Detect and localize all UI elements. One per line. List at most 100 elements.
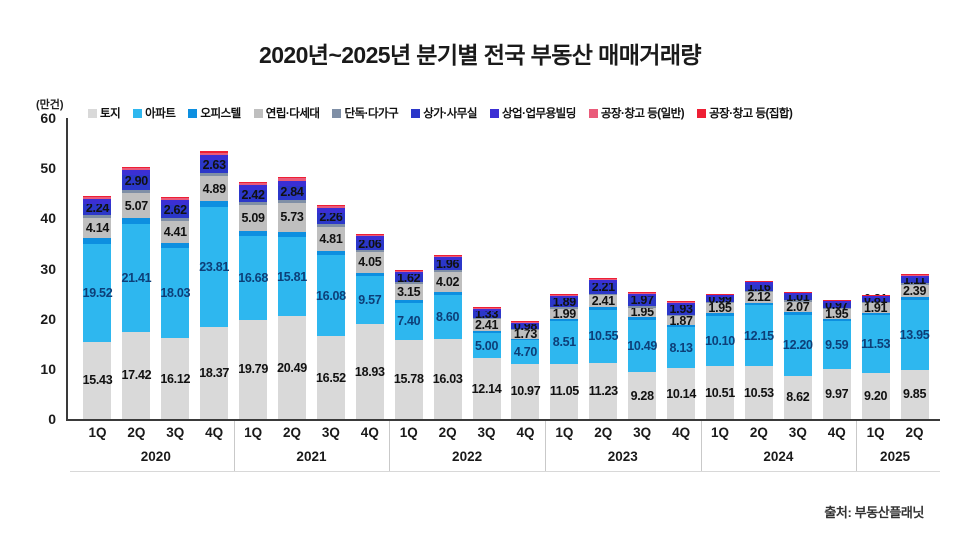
bar-segment[interactable]	[550, 318, 579, 321]
bar-segment[interactable]: 1.89	[550, 295, 579, 309]
bar-segment[interactable]	[394, 299, 423, 303]
bar-segment[interactable]	[83, 196, 112, 199]
bar-segment[interactable]: 10.51	[705, 366, 735, 419]
bar-segment[interactable]: 18.03	[160, 247, 190, 339]
bar-segment[interactable]	[472, 307, 501, 309]
bar-segment[interactable]	[744, 281, 773, 283]
bar-stack[interactable]: 18.93 9.57 4.05 2.06	[355, 233, 385, 419]
bar-segment[interactable]: 9.59	[822, 320, 851, 369]
bar-segment[interactable]	[122, 169, 151, 176]
legend-item[interactable]: 공장·창고 등(일반)	[588, 105, 685, 121]
bar-segment[interactable]: 2.06	[355, 237, 384, 251]
legend-item[interactable]: 상가·사무실	[411, 105, 477, 121]
bar-segment[interactable]	[200, 152, 229, 155]
bar-segment[interactable]	[822, 299, 851, 301]
bar-stack[interactable]: 9.97 9.59 1.95 0.97	[822, 298, 851, 419]
bar-segment[interactable]: 17.42	[121, 331, 152, 419]
bar-segment[interactable]	[161, 197, 190, 200]
bar-segment[interactable]: 15.81	[277, 236, 307, 317]
bar-segment[interactable]	[239, 202, 268, 206]
bar-segment[interactable]: 2.12	[744, 290, 773, 304]
bar-segment[interactable]	[900, 283, 929, 285]
bar-segment[interactable]	[744, 290, 773, 292]
bar-segment[interactable]: 2.24	[83, 201, 112, 215]
bar-segment[interactable]	[744, 302, 773, 306]
bar-segment[interactable]: 9.57	[355, 276, 384, 325]
bar-segment[interactable]: 10.49	[627, 319, 657, 373]
bar-segment[interactable]: 9.97	[822, 368, 851, 419]
bar-segment[interactable]	[744, 282, 773, 285]
bar-segment[interactable]	[706, 313, 734, 316]
bar-stack[interactable]: 9.28 10.49 1.95 1.97	[627, 292, 657, 419]
bar-segment[interactable]: 8.60	[433, 295, 462, 339]
bar-segment[interactable]	[200, 173, 229, 177]
bar-segment[interactable]	[667, 325, 696, 328]
bar-segment[interactable]	[550, 307, 579, 309]
bar-segment[interactable]	[83, 238, 112, 244]
bar-segment[interactable]	[355, 249, 384, 253]
bar-stack[interactable]: 15.43 19.52 4.14 2.24	[83, 196, 113, 419]
bar-segment[interactable]	[511, 322, 540, 324]
bar-segment[interactable]: 5.00	[472, 333, 501, 359]
bar-segment[interactable]	[122, 218, 151, 225]
bar-segment[interactable]: 1.87	[667, 314, 696, 328]
bar-stack[interactable]: 10.51 10.10 1.95 0.99	[705, 292, 735, 419]
bar-segment[interactable]	[472, 331, 501, 334]
bar-segment[interactable]: 11.05	[550, 363, 579, 419]
bar-segment[interactable]: 10.14	[666, 368, 696, 419]
bar-segment[interactable]	[122, 166, 151, 168]
bar-segment[interactable]	[667, 302, 696, 306]
bar-segment[interactable]	[122, 167, 151, 170]
bar-segment[interactable]: 4.14	[83, 217, 112, 239]
bar-stack[interactable]: 9.20 11.53 1.91 0.81	[861, 292, 890, 419]
bar-segment[interactable]: 15.78	[394, 339, 424, 419]
bar-segment[interactable]	[278, 200, 306, 204]
bar-segment[interactable]	[239, 181, 268, 183]
bar-segment[interactable]: 1.93	[667, 302, 696, 316]
bar-segment[interactable]: 16.52	[316, 336, 346, 419]
bar-segment[interactable]	[783, 300, 812, 302]
bar-segment[interactable]	[589, 279, 618, 283]
bar-segment[interactable]: 2.63	[200, 158, 229, 174]
bar-segment[interactable]	[511, 328, 540, 330]
bar-segment[interactable]: 1.96	[433, 257, 462, 271]
bar-segment[interactable]	[822, 300, 851, 303]
bar-segment[interactable]: 9.85	[900, 369, 929, 419]
legend-item[interactable]: 연립·다세대	[253, 105, 320, 121]
bar-segment[interactable]	[783, 293, 812, 296]
legend-item[interactable]: 오피스텔	[188, 105, 241, 121]
bar-segment[interactable]	[511, 338, 540, 341]
bar-segment[interactable]: 10.97	[511, 363, 541, 419]
bar-segment[interactable]: 8.13	[667, 327, 696, 369]
bar-segment[interactable]	[822, 318, 851, 321]
bar-segment[interactable]	[667, 314, 696, 316]
bar-stack[interactable]: 10.97 4.70 1.73 0.98	[511, 319, 541, 419]
bar-stack[interactable]: 11.05 8.51 1.99 1.89	[550, 293, 579, 419]
bar-segment[interactable]: 21.41	[121, 224, 152, 332]
bar-segment[interactable]	[278, 178, 306, 181]
bar-segment[interactable]	[861, 294, 890, 296]
bar-segment[interactable]: 12.14	[472, 358, 502, 419]
bar-segment[interactable]	[200, 200, 229, 208]
bar-stack[interactable]: 16.52 16.08 4.81 2.26	[316, 205, 346, 419]
bar-segment[interactable]	[316, 250, 345, 256]
bar-segment[interactable]	[433, 255, 462, 258]
bar-segment[interactable]	[83, 198, 112, 204]
bar-segment[interactable]	[589, 293, 618, 296]
bar-segment[interactable]	[667, 301, 696, 303]
bar-segment[interactable]: 1.95	[706, 301, 734, 315]
bar-segment[interactable]: 2.42	[239, 188, 268, 203]
bar-segment[interactable]	[83, 196, 112, 197]
bar-segment[interactable]: 1.91	[861, 301, 890, 315]
bar-segment[interactable]: 4.41	[161, 220, 190, 243]
bar-segment[interactable]: 1.95	[822, 307, 851, 321]
bar-segment[interactable]: 2.21	[589, 280, 618, 294]
bar-segment[interactable]	[706, 302, 734, 304]
bar-segment[interactable]	[900, 296, 929, 300]
bar-segment[interactable]: 10.53	[744, 366, 774, 419]
bar-segment[interactable]: 1.95	[628, 305, 657, 319]
bar-segment[interactable]	[628, 294, 657, 297]
bar-segment[interactable]	[355, 234, 384, 237]
bar-stack[interactable]: 9.85 13.95 2.39 1.11	[900, 273, 930, 419]
bar-stack[interactable]: 11.23 10.55 2.41 2.21	[588, 277, 618, 419]
